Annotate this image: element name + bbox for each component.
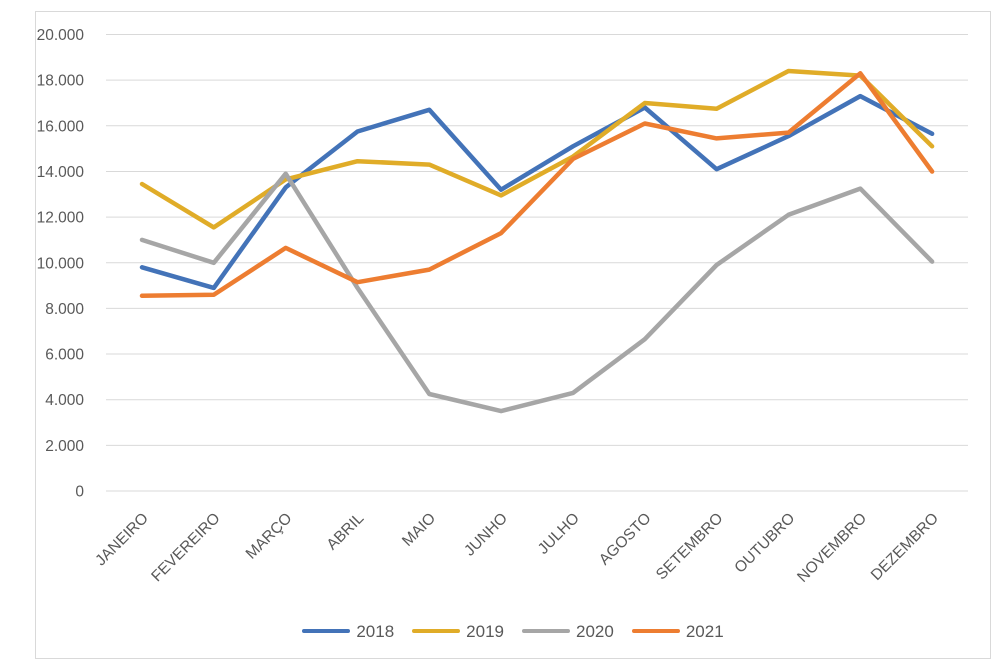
- legend-item-2018: 2018: [302, 623, 394, 640]
- y-axis-tick-label: 6.000: [45, 347, 84, 364]
- y-axis-tick-label: 2.000: [45, 438, 84, 455]
- x-axis-label: JUNHO: [461, 510, 511, 560]
- legend-item-2021: 2021: [631, 621, 724, 641]
- legend-item-2019: 2019: [412, 623, 504, 640]
- x-axis-label: MARÇO: [243, 510, 296, 563]
- x-axis-label: DEZEMBRO: [868, 510, 942, 584]
- x-axis-label: JULHO: [535, 510, 583, 558]
- legend-label-2019: 2019: [466, 621, 504, 641]
- chart-legend: 2018 2019 2020 2021: [36, 618, 990, 644]
- y-axis-tick-label: 0: [75, 484, 84, 501]
- legend-swatch-2020: [522, 628, 570, 634]
- y-axis-tick-label: 12.000: [37, 210, 85, 227]
- x-axis-label: NOVEMBRO: [794, 510, 870, 586]
- y-axis-tick-label: 14.000: [37, 164, 85, 181]
- legend-label-2021: 2021: [685, 621, 724, 641]
- legend-swatch-2021: [631, 628, 680, 634]
- y-axis-tick-label: 20.000: [37, 27, 85, 44]
- chart-container: 0 2.000 4.000 6.000 8.000 10.000 12.000 14.000 1…: [35, 11, 991, 659]
- legend-swatch-2019: [412, 628, 461, 634]
- legend-label-2020: 2020: [576, 621, 614, 641]
- y-axis-tick-label: 16.000: [37, 118, 85, 135]
- y-axis-tick-label: 18.000: [37, 73, 85, 90]
- x-axis-label: FEVEREIRO: [148, 510, 223, 585]
- legend-item-2020: 2020: [522, 623, 614, 640]
- legend-swatch-2018: [302, 628, 351, 634]
- y-axis-tick-label: 8.000: [45, 301, 84, 318]
- x-axis-label: MAIO: [399, 510, 439, 550]
- x-axis-label: OUTUBRO: [731, 510, 798, 577]
- series-line-2018: [139, 93, 935, 291]
- x-axis-label: SETEMBRO: [653, 510, 727, 584]
- x-axis-label: AGOSTO: [596, 510, 655, 569]
- legend-label-2018: 2018: [356, 621, 395, 641]
- y-axis-tick-label: 10.000: [37, 255, 85, 272]
- series-line-2021: [139, 71, 935, 299]
- line-chart-plot: 0 2.000 4.000 6.000 8.000 10.000 12.000 14.000 1…: [37, 27, 968, 586]
- y-axis-tick-label: 4.000: [45, 392, 84, 409]
- series-line-2020: [139, 171, 935, 414]
- x-axis-label: ABRIL: [324, 510, 368, 554]
- x-axis-label: JANEIRO: [92, 510, 152, 570]
